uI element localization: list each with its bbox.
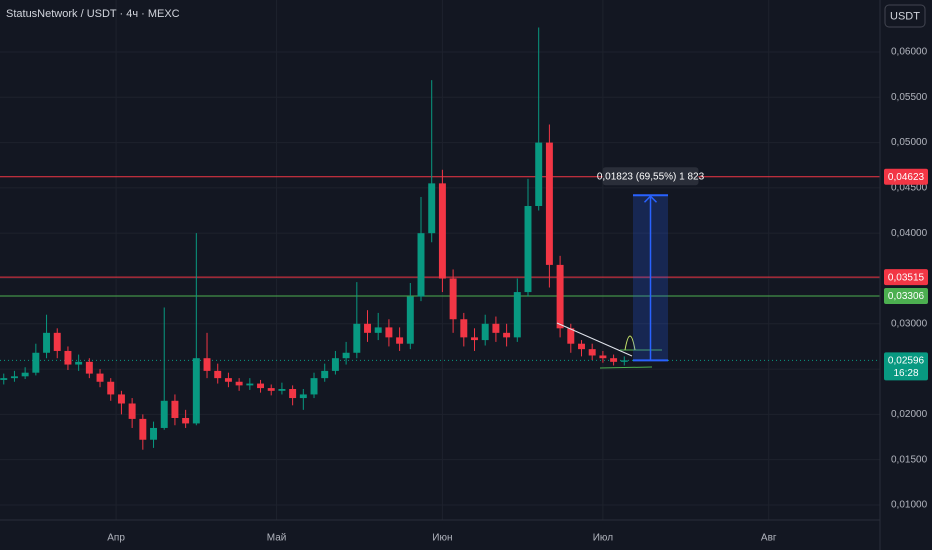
measure-label-box (602, 167, 699, 186)
candle-body (545, 142, 553, 265)
candle-body (471, 337, 478, 341)
candle-body (428, 183, 436, 234)
candle-body (214, 370, 222, 379)
candle-body (396, 337, 404, 344)
candle-body (267, 388, 275, 391)
y-tick-label: 0,06000 (891, 47, 928, 58)
candle-body (171, 400, 179, 418)
candle-body (374, 327, 382, 333)
candle-body (610, 358, 618, 362)
candle-body (10, 376, 18, 379)
y-tick-label: 0,05000 (891, 137, 928, 148)
candle-body (513, 292, 521, 338)
measure-arrowhead (643, 195, 658, 203)
candle-body (224, 378, 232, 382)
candle-body (150, 427, 158, 440)
candle-body (460, 319, 468, 338)
price-level-label: 0,03515 (888, 272, 925, 283)
currency-button-frame[interactable] (884, 4, 926, 28)
candle-body (64, 350, 72, 365)
candle-body (75, 361, 83, 365)
y-tick-label: 0,05500 (891, 92, 928, 103)
candle-body (353, 323, 361, 353)
candle-body (599, 355, 607, 359)
candle-body (278, 389, 286, 391)
candle-body (364, 323, 371, 333)
candle-body (492, 323, 500, 333)
currency-button-label[interactable]: USDT (890, 10, 920, 22)
candle-body (535, 142, 543, 207)
x-tick-label: Июн (432, 533, 452, 544)
candle-body (481, 323, 489, 341)
y-tick-label: 0,04000 (891, 228, 928, 239)
candle-body (417, 233, 425, 297)
candle-body (438, 183, 446, 279)
candle-body (310, 378, 318, 395)
candle-body (246, 383, 254, 386)
last-price-countdown: 16:28 (893, 368, 918, 379)
price-level-label: 0,04623 (888, 172, 925, 183)
drawings (556, 322, 662, 369)
candle-body (342, 352, 350, 359)
y-tick-label: 0,01500 (891, 454, 928, 465)
candle-body (385, 327, 393, 338)
price-level-label: 0,03306 (888, 291, 925, 302)
candle-body (331, 358, 339, 371)
candle-body (588, 349, 596, 356)
x-tick-label: Апр (107, 533, 125, 544)
support-line (599, 366, 653, 369)
measure-label: 0,01823 (69,55%) 1 823 (597, 171, 705, 182)
y-tick-label: 0,02000 (891, 409, 928, 420)
candle-body (0, 378, 8, 380)
candle-body (289, 389, 297, 399)
candle-body (21, 372, 29, 377)
candles (0, 27, 628, 450)
y-tick-label: 0,01000 (891, 500, 928, 511)
y-tick-label: 0,04500 (891, 183, 928, 194)
candle-body (620, 360, 628, 362)
candle-body (299, 394, 307, 399)
candle-body (192, 358, 200, 424)
y-tick-label: 0,03000 (891, 318, 928, 329)
candle-body (160, 400, 168, 428)
candle-body (107, 381, 115, 395)
candle-body (139, 418, 147, 440)
x-tick-label: Май (267, 533, 287, 544)
candle-body (578, 343, 585, 350)
last-price-label: 0,02596 (888, 356, 925, 367)
measure-tool: 0,01823 (69,55%) 1 823 (597, 167, 705, 362)
currency-button[interactable]: USDT (884, 4, 926, 28)
candle-body (406, 296, 414, 344)
candle-body (235, 381, 243, 386)
candle-body (449, 278, 457, 320)
candle-body (203, 358, 211, 371)
candle-body (53, 332, 61, 351)
x-tick-label: Авг (761, 533, 777, 544)
price-level-badge (884, 269, 928, 286)
candle-body (503, 332, 511, 338)
candle-body (556, 264, 564, 329)
price-level-badge (884, 168, 928, 185)
candle-body (43, 332, 51, 353)
x-tick-label: Июл (593, 533, 613, 544)
candle-body (567, 328, 575, 344)
candle-body (32, 352, 40, 373)
candle-body (182, 417, 190, 424)
candle-body (257, 383, 264, 389)
trend-line (556, 322, 633, 357)
candle-body (117, 394, 125, 404)
candle-body (524, 206, 532, 293)
last-price-badge (884, 352, 928, 381)
candle-body (128, 403, 136, 419)
candle-body (85, 361, 93, 374)
price-level-badge (884, 288, 928, 305)
candle-body (96, 373, 104, 382)
axes: 0,010000,015000,020000,025000,030000,035… (107, 47, 928, 544)
candle-body (321, 370, 329, 379)
symbol-title: StatusNetwork / USDT · 4ч · MEXC (6, 8, 180, 20)
arc-drawing (624, 335, 636, 351)
